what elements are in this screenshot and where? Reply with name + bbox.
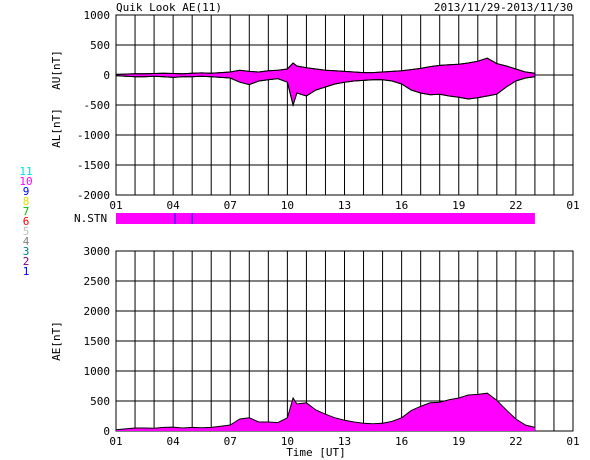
x-tick-label: 13 xyxy=(338,435,351,448)
x-tick-label: 01 xyxy=(109,199,122,212)
x-tick-label: 13 xyxy=(338,199,351,212)
x-tick-label: 16 xyxy=(395,435,408,448)
legend-station-1: 1 xyxy=(23,265,30,278)
legend-station-11: 11 xyxy=(19,165,32,178)
y-tick-label: -1000 xyxy=(77,129,110,142)
y-tick-label: 1500 xyxy=(84,335,111,348)
nstn-bar xyxy=(116,213,535,224)
y-tick-label: 1000 xyxy=(84,9,111,22)
legend-station-9: 9 xyxy=(23,185,30,198)
date-range: 2013/11/29-2013/11/30 xyxy=(434,1,573,14)
x-tick-label: 22 xyxy=(509,199,522,212)
x-tick-label: 07 xyxy=(224,435,237,448)
au-series-line xyxy=(115,57,535,75)
nstn-panel: N.STN xyxy=(74,212,535,225)
legend-station-7: 7 xyxy=(23,205,30,218)
legend-station-5: 5 xyxy=(23,225,30,238)
x-axis-label: Time [UT] xyxy=(286,446,346,459)
x-tick-label: 10 xyxy=(281,435,294,448)
x-tick-label: 01 xyxy=(109,435,122,448)
x-tick-label: 01 xyxy=(566,435,579,448)
x-tick-label: 16 xyxy=(395,199,408,212)
y-tick-label: 500 xyxy=(90,39,110,52)
x-tick-label: 19 xyxy=(452,435,465,448)
legend-station-2: 2 xyxy=(23,255,30,268)
plot-frame xyxy=(115,14,574,196)
y-tick-label: 3000 xyxy=(84,245,111,258)
y-tick-label: 2500 xyxy=(84,275,111,288)
legend-station-3: 3 xyxy=(23,245,30,258)
y-tick-label: -1500 xyxy=(77,159,110,172)
chart-title: Quik Look AE(11) xyxy=(116,1,222,14)
x-tick-label: 22 xyxy=(509,435,522,448)
al-series-line xyxy=(115,75,535,107)
nstn-label: N.STN xyxy=(74,212,107,225)
x-tick-label: 01 xyxy=(566,199,579,212)
legend-station-4: 4 xyxy=(23,235,30,248)
legend-station-10: 10 xyxy=(19,175,32,188)
legend-station-6: 6 xyxy=(23,215,30,228)
y-axis-label-ae: AE[nT] xyxy=(50,321,63,361)
y-tick-label: 2000 xyxy=(84,305,111,318)
x-tick-label: 04 xyxy=(167,199,181,212)
legend-station-8: 8 xyxy=(23,195,30,208)
y-axis-label-al: AL[nT] xyxy=(50,108,63,148)
x-tick-label: 07 xyxy=(224,199,237,212)
ae-area xyxy=(116,393,535,431)
y-tick-label: 0 xyxy=(103,425,110,438)
x-tick-label: 19 xyxy=(452,199,465,212)
y-tick-label: 1000 xyxy=(84,365,111,378)
y-tick-label: -500 xyxy=(84,99,111,112)
ae-series-line xyxy=(115,392,536,431)
x-tick-label: 10 xyxy=(281,199,294,212)
y-tick-label: 0 xyxy=(103,69,110,82)
y-tick-label: 500 xyxy=(90,395,110,408)
y-axis-label-au: AU[nT] xyxy=(50,50,63,90)
y-tick-label: -2000 xyxy=(77,189,110,202)
x-tick-label: 04 xyxy=(167,435,181,448)
